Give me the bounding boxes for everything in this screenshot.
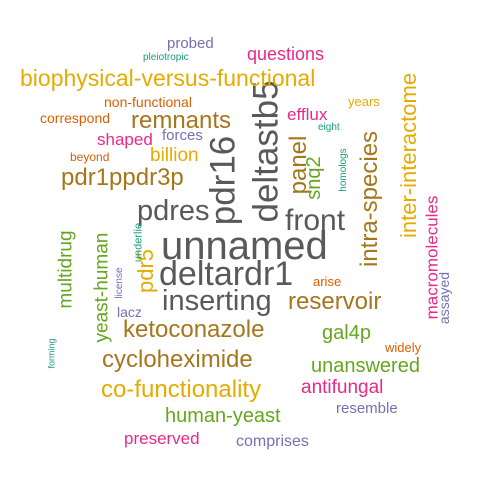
word-comprises: comprises — [236, 433, 309, 450]
word-efflux: efflux — [287, 105, 328, 124]
word-arise: arise — [313, 274, 342, 289]
word-lacz: lacz — [117, 304, 142, 320]
word-correspond: correspond — [40, 110, 111, 126]
word-pdr1ppdr3p: pdr1ppdr3p — [61, 164, 184, 191]
word-beyond: beyond — [70, 150, 110, 164]
word-reservoir: reservoir — [288, 288, 382, 315]
word-snq2: snq2 — [303, 156, 325, 200]
word-widely: widely — [385, 340, 422, 355]
word-pleiotropic: pleiotropic — [143, 52, 189, 63]
word-unanswered: unanswered — [311, 355, 420, 377]
word-resemble: resemble — [336, 400, 398, 417]
word-forces: forces — [162, 127, 203, 144]
word-antifungal: antifungal — [301, 377, 384, 398]
word-gal4p: gal4p — [322, 322, 371, 344]
word-eight: eight — [318, 122, 340, 133]
word-years: years — [348, 94, 380, 109]
word-biophysical-versus-functional: biophysical-versus-functional — [20, 65, 316, 91]
word-yeast-human: yeast-human — [91, 232, 113, 343]
word-billion: billion — [150, 145, 199, 166]
word-ketoconazole: ketoconazole — [123, 316, 265, 343]
word-human-yeast: human-yeast — [165, 405, 281, 427]
word-questions: questions — [247, 44, 325, 64]
word-license: license — [114, 267, 125, 299]
word-remnants: remnants — [131, 107, 232, 134]
word-assayed: assayed — [436, 271, 452, 325]
word-unnamed: unnamed — [161, 224, 328, 268]
word-pdr16: pdr16 — [203, 135, 243, 226]
word-inserting: inserting — [162, 285, 272, 317]
word-shaped: shaped — [97, 130, 153, 149]
word-probed: probed — [167, 35, 214, 52]
word-homologs: homologs — [338, 148, 349, 192]
word-preserved: preserved — [124, 429, 200, 448]
word-cycloheximide: cycloheximide — [102, 346, 253, 373]
word-underlie: underlie — [132, 222, 145, 263]
word-forming: forming — [46, 338, 57, 369]
word-deltardr1: deltardr1 — [159, 255, 294, 293]
word-inter-interactome: inter-interactome — [396, 72, 421, 238]
word-intra-species: intra-species — [356, 130, 383, 267]
word-non-functional: non-functional — [104, 94, 192, 110]
word-co-functionality: co-functionality — [101, 376, 262, 403]
word-deltastb5: deltastb5 — [246, 80, 286, 223]
word-front: front — [285, 204, 346, 237]
word-multidrug: multidrug — [55, 230, 77, 309]
word-pdres: pdres — [137, 195, 210, 227]
